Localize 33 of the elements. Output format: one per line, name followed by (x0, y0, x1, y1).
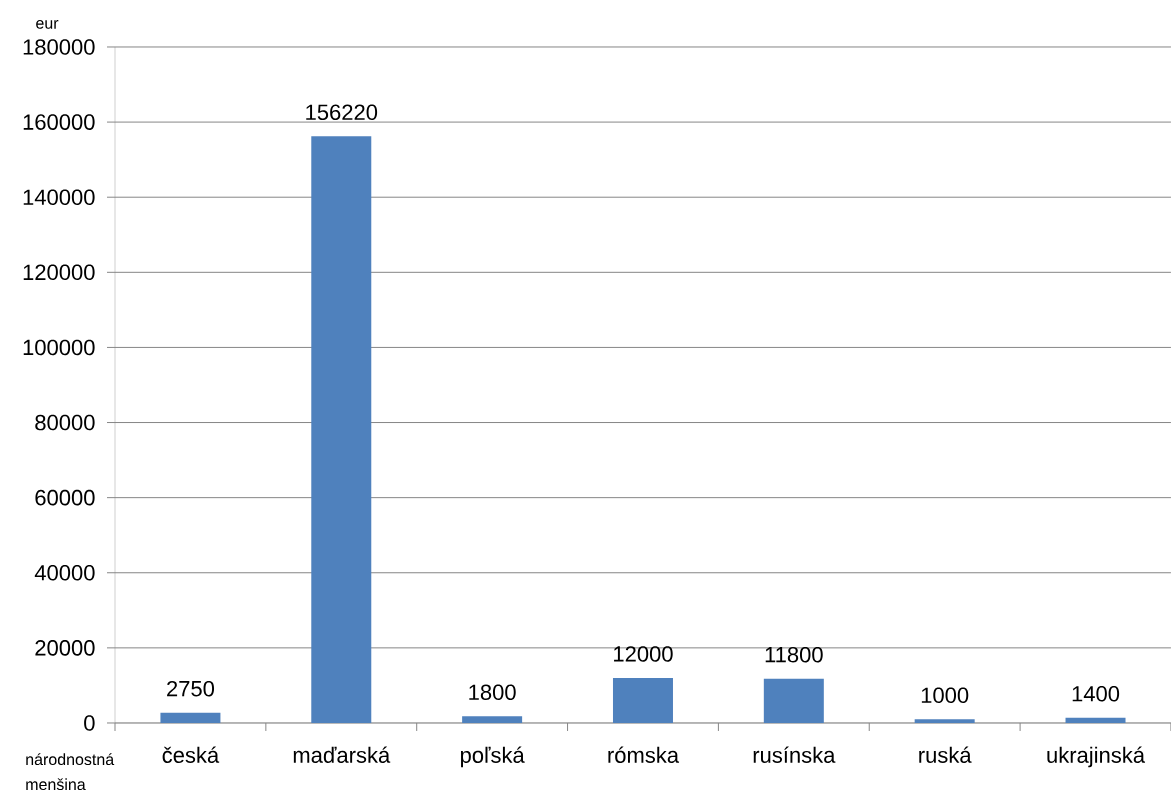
bar (160, 712, 221, 723)
x-tick-label: maďarská (293, 746, 391, 763)
y-tick-label: 100000 (23, 339, 95, 356)
x-tick-label: česká (162, 746, 220, 763)
y-tick-label: 20000 (35, 640, 95, 656)
x-axis-title: národnostná menšina (26, 753, 115, 791)
y-tick-label: 160000 (23, 114, 95, 130)
bar (763, 678, 824, 723)
bar (914, 719, 975, 723)
data-label: 11800 (765, 646, 823, 663)
x-tick-label: ruská (919, 746, 972, 763)
y-tick-label: 140000 (23, 189, 95, 205)
y-tick-label: 0 (84, 715, 95, 731)
data-label: 1000 (921, 687, 969, 704)
data-label: 12000 (614, 646, 673, 662)
y-tick-label: 180000 (23, 39, 95, 55)
x-tick-label: poľská (460, 746, 525, 768)
y-tick-label: 60000 (35, 489, 95, 506)
data-label: 2750 (167, 680, 215, 697)
y-tick-label: 40000 (34, 564, 95, 581)
x-tick-label: rómska (608, 746, 680, 763)
data-label: 1800 (469, 684, 516, 701)
y-axis-title: eur (36, 20, 59, 29)
y-tick-label: 80000 (35, 414, 95, 431)
y-tick-label: 120000 (23, 264, 95, 281)
bar (311, 136, 372, 723)
x-tick-label: rusínska (753, 746, 836, 763)
x-tick-label: ukrajinská (1047, 746, 1146, 768)
bar (1065, 717, 1126, 723)
data-label: 156220 (306, 104, 378, 121)
bar (612, 677, 673, 723)
data-label: 1400 (1072, 685, 1120, 702)
bar (462, 716, 523, 723)
